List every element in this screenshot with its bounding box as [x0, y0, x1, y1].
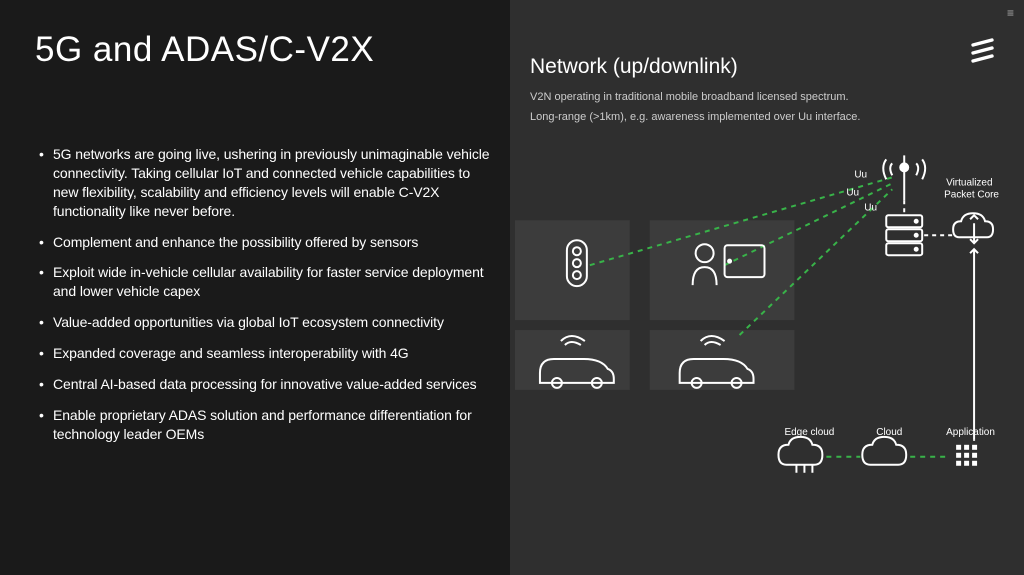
list-item: Expanded coverage and seamless interoper… [53, 344, 490, 363]
edge-cloud-label: Edge cloud [784, 427, 834, 438]
list-item: Value-added opportunities via global IoT… [53, 313, 490, 332]
page-title: 5G and ADAS/C-V2X [35, 30, 490, 70]
cloud-label: Cloud [876, 427, 902, 438]
desc-line-1: V2N operating in traditional mobile broa… [530, 91, 1004, 103]
uu-label: Uu [864, 202, 877, 213]
application-icon [956, 445, 977, 466]
network-subtitle: Network (up/downlink) [530, 55, 1004, 79]
list-item: 5G networks are going live, ushering in … [53, 145, 490, 221]
list-item: Enable proprietary ADAS solution and per… [53, 406, 490, 444]
menu-icon[interactable]: ≡ [1007, 6, 1014, 20]
bullet-list: 5G networks are going live, ushering in … [35, 145, 490, 444]
list-item: Complement and enhance the possibility o… [53, 233, 490, 252]
virtualized-cloud-icon [953, 213, 993, 243]
network-diagram: Uu Uu Uu [515, 145, 1014, 555]
edge-cloud-icon [778, 437, 822, 473]
list-item: Exploit wide in-vehicle cellular availab… [53, 263, 490, 301]
server-icon [886, 215, 922, 255]
virtualized-label-2: Packet Core [944, 189, 999, 200]
uu-label: Uu [846, 187, 859, 198]
cloud-icon [862, 437, 906, 465]
application-label: Application [946, 427, 995, 438]
virtualized-label-1: Virtualized [946, 177, 992, 188]
ericsson-logo [970, 38, 996, 64]
desc-line-2: Long-range (>1km), e.g. awareness implem… [530, 111, 1004, 123]
uu-label: Uu [854, 169, 867, 180]
list-item: Central AI-based data processing for inn… [53, 375, 490, 394]
